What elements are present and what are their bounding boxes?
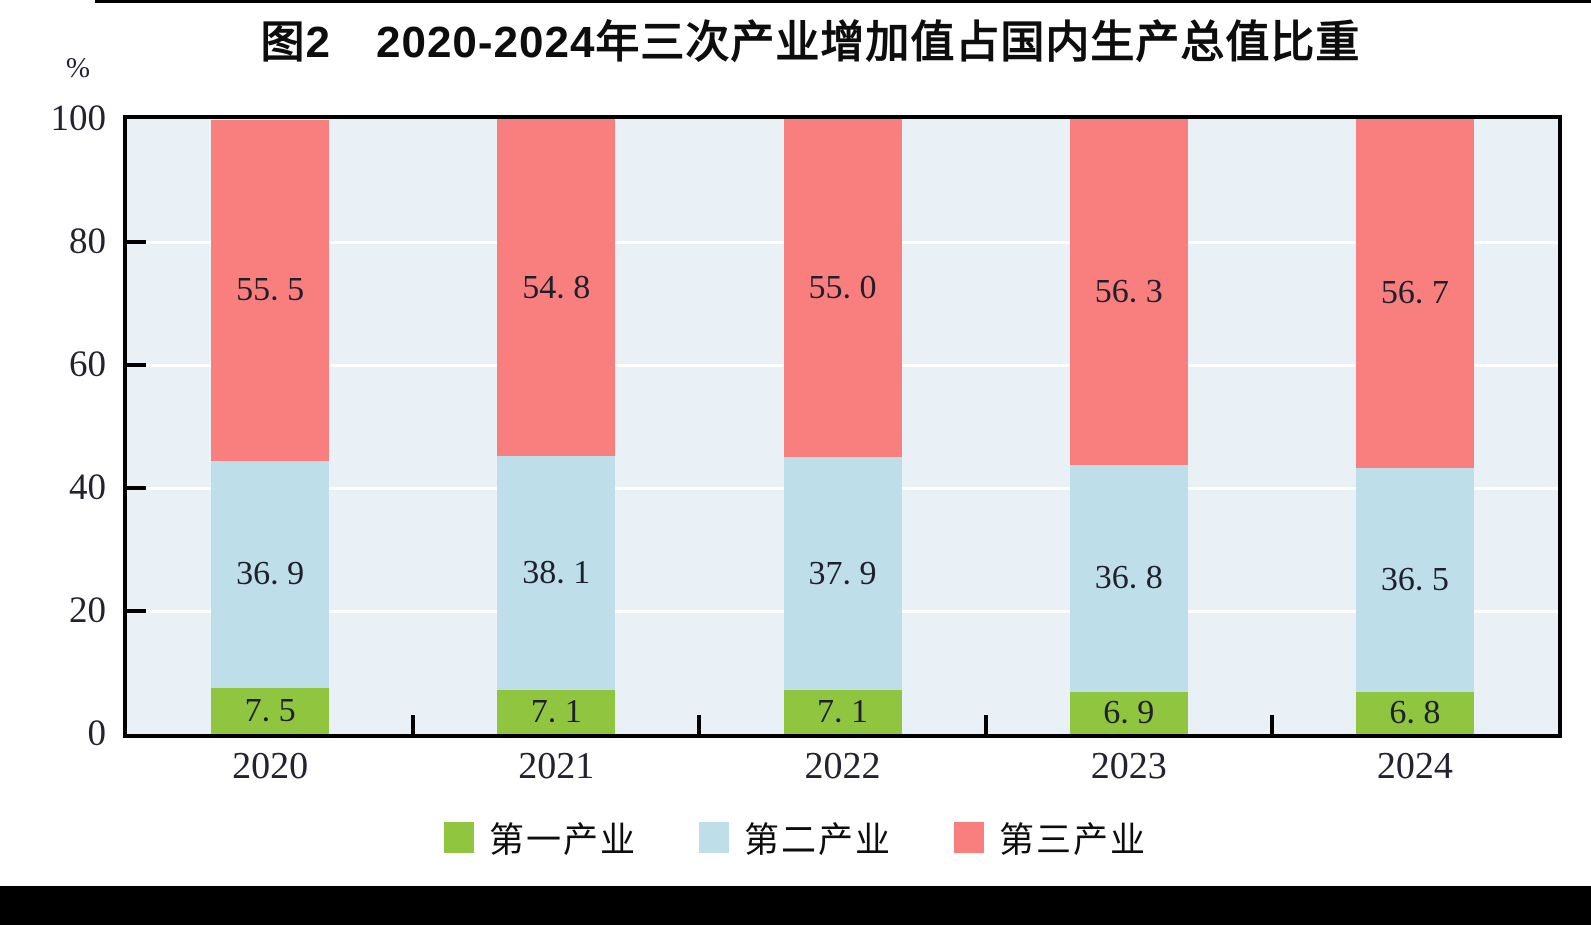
y-axis-tick-80 [127,240,146,244]
bar-segment-series2-2023: 36. 8 [1069,465,1188,692]
x-axis-tick [1269,715,1274,734]
bar-value-label: 6. 8 [1389,694,1441,732]
bar-segment-series1-2020: 7. 5 [211,687,330,734]
x-axis-labels: 2020 2021 2022 2023 2024 [127,744,1558,788]
bar-group-2024: 6. 8 36. 5 56. 7 [1272,119,1558,734]
legend-swatch-series1 [443,822,474,853]
legend-swatch-series2 [698,822,729,853]
bar-value-label: 7. 5 [244,691,296,729]
x-axis-label-2024: 2024 [1376,745,1453,787]
x-axis-label-2021: 2021 [518,745,595,787]
legend-label-series1: 第一产业 [488,821,637,860]
y-axis-label-0: 0 [87,713,107,754]
bar-value-label: 36. 5 [1380,560,1449,598]
legend-swatch-series3 [954,822,984,853]
bar-group-2021: 7. 1 38. 1 54. 8 [413,119,699,734]
bar-group-2022: 7. 1 37. 9 55. 0 [699,119,985,734]
bar-value-label: 7. 1 [817,693,868,731]
plot-area: 7. 5 36. 9 55. 5 7. 1 38. 1 54. 8 7. 1 37. 9 55.… [123,115,1562,738]
bars-container: 7. 5 36. 9 55. 5 7. 1 38. 1 54. 8 7. 1 37. 9 55.… [127,119,1558,734]
top-black-strip [95,0,1591,3]
bar-segment-series2-2020: 36. 9 [211,460,330,688]
bar-value-label: 55. 5 [236,271,305,309]
legend-item-series3: 第三产业 [954,812,1147,863]
bar-segment-series2-2021: 38. 1 [497,456,616,691]
bar-segment-series3-2020: 55. 5 [211,119,330,461]
x-axis-tick [411,715,416,734]
y-axis-label-60: 60 [69,344,106,385]
bar-segment-series3-2022: 55. 0 [783,119,902,458]
y-axis-tick-20 [127,609,146,613]
x-axis-label-2020: 2020 [232,745,309,787]
y-axis-tick-40 [127,486,146,490]
bar-value-label: 37. 9 [808,554,877,592]
y-axis-label-100: 100 [50,98,107,139]
bar-value-label: 56. 7 [1380,274,1449,312]
bar-segment-series2-2022: 37. 9 [783,457,902,691]
bar-group-2023: 6. 9 36. 8 56. 3 [986,119,1272,734]
bar-value-label: 55. 0 [808,269,877,307]
bar-segment-series2-2024: 36. 5 [1355,467,1474,693]
bar-segment-series1-2024: 6. 8 [1355,692,1474,734]
bar-value-label: 7. 1 [530,693,582,731]
chart-title: 图2 2020-2024年三次产业增加值占国内生产总值比重 [260,18,1361,67]
bar-segment-series1-2021: 7. 1 [497,690,616,734]
bar-segment-series3-2024: 56. 7 [1355,119,1474,468]
bar-segment-series3-2021: 54. 8 [497,119,616,457]
legend-item-series1: 第一产业 [443,812,637,863]
bottom-black-strip [0,886,1591,925]
legend-label-series2: 第二产业 [743,821,892,860]
bar-value-label: 36. 8 [1094,559,1163,597]
bar-segment-series1-2022: 7. 1 [783,690,902,734]
legend-label-series3: 第三产业 [999,821,1148,860]
y-axis-label-40: 40 [69,467,106,508]
x-axis-tick [697,715,702,734]
bar-segment-series1-2023: 6. 9 [1069,691,1188,734]
legend: 第一产业 第二产业 第三产业 [0,812,1591,863]
bar-value-label: 56. 3 [1094,273,1163,311]
bar-group-2020: 7. 5 36. 9 55. 5 [127,119,413,734]
bar-stack-2021: 7. 1 38. 1 54. 8 [497,119,616,734]
x-axis-label-2023: 2023 [1090,745,1167,787]
legend-item-series2: 第二产业 [698,812,892,863]
bar-stack-2024: 6. 8 36. 5 56. 7 [1355,119,1474,734]
bar-stack-2023: 6. 9 36. 8 56. 3 [1069,119,1188,734]
bar-value-label: 54. 8 [522,268,591,306]
bar-value-label: 36. 9 [236,555,305,593]
x-axis-label-2022: 2022 [804,745,881,787]
y-axis-labels: 0 20 40 60 80 100 [0,0,107,925]
y-axis-unit-label: % [65,52,91,84]
bar-segment-series3-2023: 56. 3 [1069,119,1188,466]
y-axis-tick-60 [127,363,146,367]
x-axis-tick [983,715,988,734]
bar-stack-2020: 7. 5 36. 9 55. 5 [211,119,330,734]
y-axis-label-20: 20 [69,590,106,631]
y-axis-label-80: 80 [69,221,106,262]
bar-value-label: 38. 1 [522,554,591,592]
bar-value-label: 6. 9 [1103,693,1155,731]
bar-stack-2022: 7. 1 37. 9 55. 0 [783,119,902,734]
